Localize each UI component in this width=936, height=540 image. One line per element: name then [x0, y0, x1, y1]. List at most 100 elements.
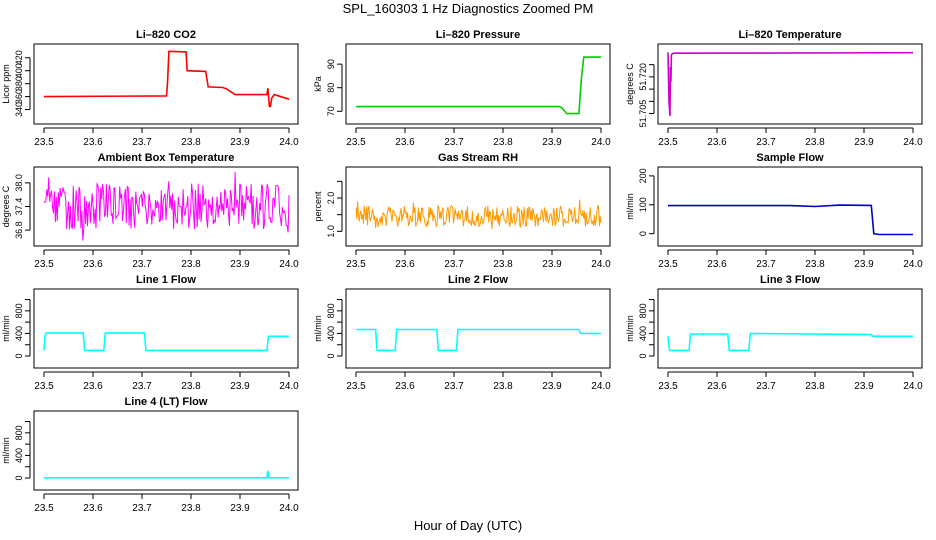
x-tick-label: 24.0 [903, 137, 923, 148]
x-tick-label: 23.7 [756, 381, 776, 392]
x-tick-label: 23.8 [181, 137, 201, 148]
x-tick-label: 24.0 [279, 137, 299, 148]
x-tick-label: 23.6 [707, 137, 727, 148]
panel-sample-flow: Sample Flow 23.5 23.6 23.7 23.8 23.9 24.0 0 100 2… [625, 152, 923, 270]
x-tick-label: 23.5 [346, 259, 366, 270]
series-line-sample-flow [668, 204, 913, 236]
x-tick-label: 23.9 [230, 259, 250, 270]
y-tick-label: 360 [14, 89, 24, 104]
series-line-licor-temp [667, 51, 914, 117]
panel-title: Line 3 Flow [760, 274, 820, 286]
x-tick-label: 23.5 [34, 259, 54, 270]
series-line-line1 [43, 332, 289, 352]
y-tick-label: 0 [14, 476, 24, 481]
x-tick-label: 23.7 [132, 503, 152, 514]
x-tick-label: 23.8 [493, 381, 513, 392]
x-tick-label: 23.5 [658, 381, 678, 392]
x-tick-label: 23.9 [230, 137, 250, 148]
plot-frame [33, 43, 299, 125]
y-axis-label: ml/min [1, 315, 11, 342]
y-tick-label: 37.4 [14, 198, 24, 216]
plot-frame [657, 288, 923, 369]
x-tick-label: 23.8 [181, 381, 201, 392]
x-tick-label: 23.7 [444, 381, 464, 392]
panel-line4: Line 4 (LT) Flow 23.5 23.6 23.7 23.8 23.9 24.0… [1, 396, 299, 514]
y-tick-label: 200 [638, 168, 648, 183]
panel-box-temp: Ambient Box Temperature 23.5 23.6 23.7 23.8 2… [1, 152, 299, 270]
panel-licor-temp: Li–820 Temperature 23.5 23.6 23.7 23.8 23.9 24… [625, 29, 923, 148]
series-line-line2 [356, 328, 601, 352]
y-tick-label: 800 [14, 303, 24, 318]
plot-frame [33, 166, 299, 247]
y-tick-label: 380 [14, 76, 24, 91]
y-tick-label: 51.720 [638, 63, 648, 91]
y-tick-label: 0 [326, 354, 336, 359]
x-tick-label: 23.6 [395, 381, 415, 392]
x-tick-label: 23.5 [658, 137, 678, 148]
series-line-co2 [43, 50, 290, 108]
y-tick-label: 100 [638, 197, 648, 212]
y-tick-label: 0 [638, 231, 648, 236]
y-tick-label: 38.0 [14, 174, 24, 192]
x-tick-label: 24.0 [903, 381, 923, 392]
figure-x-axis-label: Hour of Day (UTC) [413, 518, 523, 533]
plot-frame [345, 166, 611, 247]
x-tick-label: 23.7 [132, 259, 152, 270]
x-tick-label: 24.0 [591, 137, 611, 148]
y-axis-label: Licor ppm [1, 64, 11, 104]
plot-frame [33, 410, 299, 491]
x-tick-label: 23.9 [542, 259, 562, 270]
panel-title: Li–820 Temperature [738, 29, 841, 41]
y-tick-label: 340 [14, 102, 24, 117]
x-tick-label: 23.7 [756, 259, 776, 270]
x-tick-label: 23.6 [395, 259, 415, 270]
x-tick-label: 23.7 [132, 137, 152, 148]
x-tick-label: 23.9 [230, 381, 250, 392]
y-tick-label: 420 [14, 50, 24, 65]
series-line-box-temp [43, 172, 290, 241]
series-line-line4 [44, 470, 289, 479]
y-tick-label: 2.0 [326, 192, 336, 205]
x-tick-label: 23.7 [132, 381, 152, 392]
x-tick-label: 23.5 [34, 503, 54, 514]
x-tick-label: 23.8 [805, 381, 825, 392]
plot-frame [657, 43, 923, 125]
x-tick-label: 23.6 [83, 503, 103, 514]
y-tick-label: 400 [14, 63, 24, 78]
y-axis-label: percent [313, 191, 323, 222]
y-tick-label: 36.8 [14, 221, 24, 239]
panel-title: Li–820 CO2 [136, 29, 196, 41]
series-line-pressure [356, 56, 601, 115]
figure-title: SPL_160303 1 Hz Diagnostics Zoomed PM [342, 1, 594, 16]
panel-line3: Line 3 Flow 23.5 23.6 23.7 23.8 23.9 24.0 0 400 8… [625, 274, 923, 392]
y-tick-label: 800 [14, 425, 24, 440]
panel-line2: Line 2 Flow 23.5 23.6 23.7 23.8 23.9 24.0 0 400 8… [313, 274, 611, 392]
x-tick-label: 24.0 [279, 381, 299, 392]
y-axis-label: degrees C [1, 185, 11, 227]
y-tick-label: 400 [14, 326, 24, 341]
panel-co2: Li–820 CO2 23.5 23.6 23.7 23.8 23.9 24.0 340360… [1, 29, 299, 148]
y-axis-label: ml/min [1, 437, 11, 464]
y-axis-label: ml/min [625, 315, 635, 342]
x-tick-label: 23.9 [854, 137, 874, 148]
series-line-line3 [667, 332, 913, 352]
plot-frame [33, 288, 299, 369]
x-tick-label: 23.7 [756, 137, 776, 148]
x-tick-label: 23.5 [346, 381, 366, 392]
x-tick-label: 23.5 [34, 137, 54, 148]
panel-title: Line 1 Flow [136, 274, 196, 286]
x-tick-label: 23.6 [83, 259, 103, 270]
y-axis-label: ml/min [625, 193, 635, 220]
series-line-rh [355, 199, 602, 230]
x-tick-label: 23.9 [854, 259, 874, 270]
y-tick-label: 800 [326, 303, 336, 318]
x-tick-label: 23.9 [230, 503, 250, 514]
x-tick-label: 23.6 [395, 137, 415, 148]
x-tick-label: 23.8 [181, 259, 201, 270]
y-tick-label: 51.705 [638, 100, 648, 128]
x-tick-label: 24.0 [279, 503, 299, 514]
x-tick-label: 23.5 [346, 137, 366, 148]
x-tick-label: 24.0 [279, 259, 299, 270]
y-tick-label: 400 [638, 326, 648, 341]
x-tick-label: 23.9 [542, 381, 562, 392]
